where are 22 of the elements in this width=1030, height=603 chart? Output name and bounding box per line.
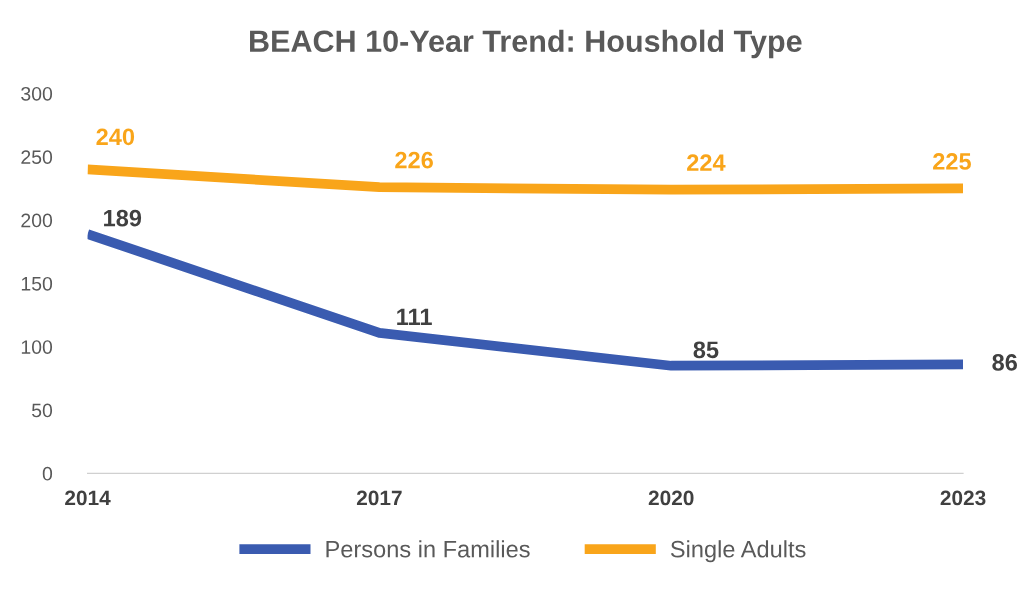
y-tick-label: 300 xyxy=(21,86,53,101)
data-label: 226 xyxy=(395,151,433,169)
y-tick-label: 0 xyxy=(42,466,53,481)
y-tick-label: 200 xyxy=(21,213,53,228)
y-tick-label: 50 xyxy=(31,403,53,418)
legend-label: Single Adults xyxy=(670,540,806,563)
data-label: 111 xyxy=(397,308,432,326)
data-label: 225 xyxy=(933,153,971,170)
y-tick-label: 250 xyxy=(21,150,53,165)
data-label: 86 xyxy=(992,354,1017,371)
y-tick-label: 100 xyxy=(21,340,53,354)
data-label: 85 xyxy=(693,341,719,359)
x-tick-label: 2023 xyxy=(940,490,986,506)
data-label: 224 xyxy=(687,154,726,171)
x-tick-label: 2017 xyxy=(356,490,402,506)
data-label: 240 xyxy=(96,128,135,146)
legend-label: Persons in Families xyxy=(326,540,530,558)
chart-title: BEACH 10-Year Trend: Houshold Type xyxy=(250,29,802,59)
y-tick-label: 150 xyxy=(21,276,53,291)
x-tick-label: 2014 xyxy=(65,490,111,506)
data-label: 189 xyxy=(104,209,142,227)
x-tick-label: 2020 xyxy=(648,490,694,506)
